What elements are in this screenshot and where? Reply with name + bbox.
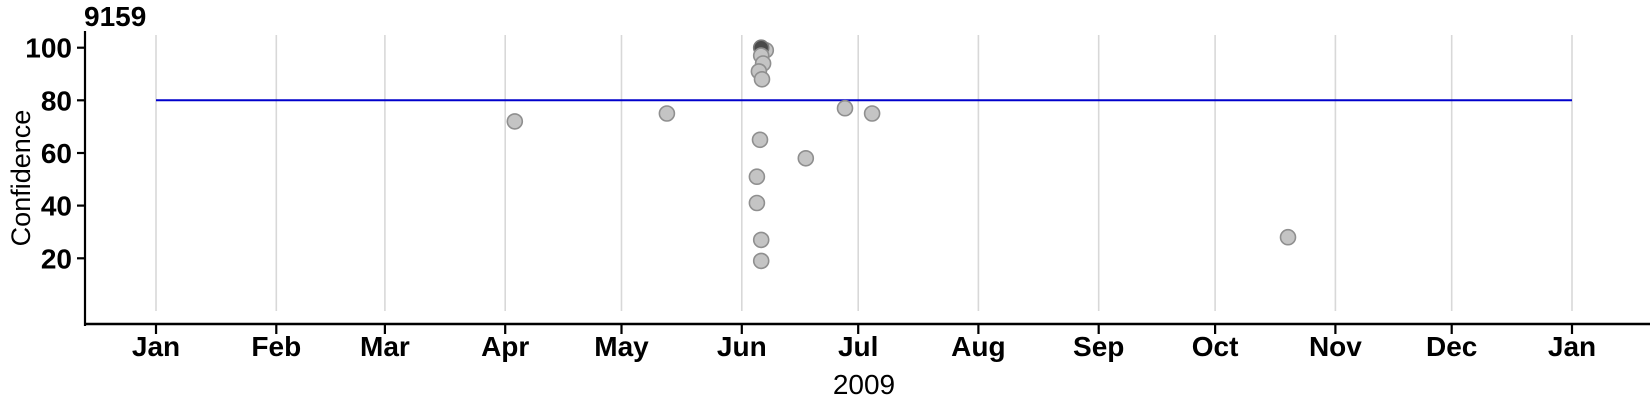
scatter-point bbox=[752, 231, 770, 249]
scatter-point bbox=[1279, 228, 1297, 246]
chart-title: 9159 bbox=[84, 1, 147, 32]
y-axis-label: Confidence bbox=[6, 109, 36, 247]
scatter-point bbox=[797, 150, 815, 167]
x-tick-label: Jan bbox=[1548, 331, 1596, 362]
x-axis-label: 2009 bbox=[832, 369, 896, 400]
scatter-point bbox=[751, 131, 769, 149]
scatter-point bbox=[506, 113, 524, 130]
scatter-point bbox=[863, 105, 881, 122]
x-tick-label: Oct bbox=[1192, 331, 1239, 362]
y-tick-label: 60 bbox=[41, 138, 72, 169]
x-tick-label: Mar bbox=[360, 331, 410, 362]
y-tick-label: 100 bbox=[25, 33, 72, 64]
x-tick-label: May bbox=[594, 331, 649, 362]
y-tick-label: 80 bbox=[41, 85, 72, 116]
x-tick-label: Dec bbox=[1426, 331, 1477, 362]
scatter-point bbox=[748, 194, 766, 212]
scatter-point bbox=[836, 99, 854, 117]
x-tick-label: Sep bbox=[1073, 331, 1124, 362]
y-tick-label: 40 bbox=[41, 191, 72, 222]
x-tick-label: Apr bbox=[481, 331, 529, 362]
scatter-point bbox=[748, 168, 766, 185]
x-tick-label: Aug bbox=[951, 331, 1005, 362]
scatter-point bbox=[752, 252, 770, 270]
x-tick-label: Jun bbox=[717, 331, 767, 362]
x-tick-label: Jul bbox=[838, 331, 878, 362]
x-tick-label: Jan bbox=[132, 331, 180, 362]
x-tick-label: Nov bbox=[1309, 331, 1362, 362]
scatter-point bbox=[753, 71, 771, 88]
scatter-point bbox=[658, 105, 676, 122]
x-tick-label: Feb bbox=[251, 331, 301, 362]
y-tick-label: 20 bbox=[41, 243, 72, 274]
